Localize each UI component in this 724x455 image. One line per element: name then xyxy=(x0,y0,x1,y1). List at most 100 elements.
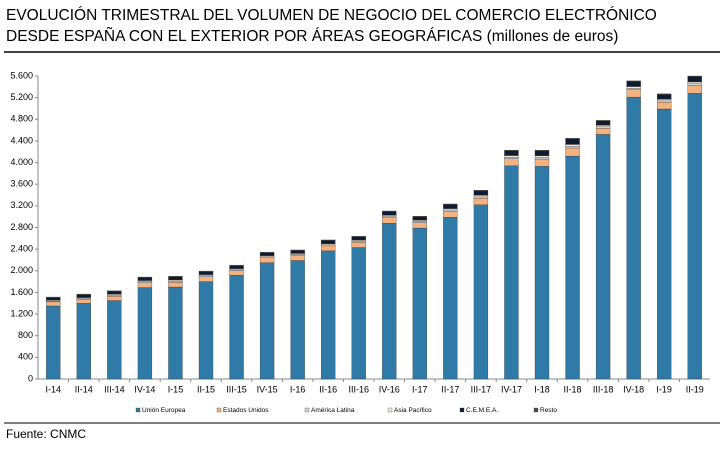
x-tick-label: III-18 xyxy=(593,384,614,394)
bar-segment xyxy=(321,244,336,247)
x-tick-label: III-16 xyxy=(348,384,369,394)
y-tick-label: 400 xyxy=(18,352,33,362)
x-tick-label: I-15 xyxy=(168,384,184,394)
bar-segment xyxy=(321,250,336,380)
x-tick-label: II-17 xyxy=(441,384,459,394)
bar-segment xyxy=(657,102,672,110)
bar-segment xyxy=(504,158,519,166)
bar-segment xyxy=(412,215,427,217)
bar-segment xyxy=(473,196,489,199)
bar-segment xyxy=(229,268,244,270)
x-tick-label: I-19 xyxy=(656,384,672,394)
bar-segment xyxy=(259,262,275,380)
bar-segment xyxy=(565,138,580,139)
bar-segment xyxy=(687,93,702,380)
bar-segment xyxy=(290,250,305,254)
bar-segment xyxy=(198,274,214,276)
bar-segment xyxy=(351,240,366,242)
bar-segment xyxy=(443,204,458,209)
bar-segment xyxy=(76,293,91,295)
bar-segment xyxy=(443,203,458,205)
bar-segment xyxy=(534,166,550,380)
x-tick-label: IV-16 xyxy=(379,384,400,394)
bar-segment xyxy=(595,125,611,128)
y-tick-label: 4.400 xyxy=(10,135,33,145)
bar-segment xyxy=(657,100,672,103)
bar-segment xyxy=(687,85,702,94)
bar-segment xyxy=(137,280,153,282)
y-tick-label: 2.400 xyxy=(10,244,33,254)
bar-segment xyxy=(443,209,458,212)
bar-segment xyxy=(687,83,702,86)
y-tick-label: 4.000 xyxy=(10,157,33,167)
bar-segment xyxy=(504,150,519,156)
y-tick-label: 1.200 xyxy=(10,308,33,318)
y-tick-label: 1.600 xyxy=(10,287,33,297)
bar-segment xyxy=(198,275,214,277)
bar-segment xyxy=(351,236,366,237)
bar-segment xyxy=(351,236,366,241)
x-tick-label: IV-14 xyxy=(134,384,155,394)
bar-segment xyxy=(504,165,519,380)
bar-segment xyxy=(473,204,489,380)
x-tick-label: III-15 xyxy=(226,384,247,394)
chart-title: EVOLUCIÓN TRIMESTRAL DEL VOLUMEN DE NEGO… xyxy=(6,7,657,24)
bar-segment xyxy=(565,147,580,157)
bar-segment xyxy=(107,290,122,292)
y-tick-label: 4.800 xyxy=(10,114,33,124)
bar-segment xyxy=(198,271,214,275)
legend-swatch xyxy=(533,407,539,413)
bar-segment xyxy=(657,94,672,100)
legend-swatch xyxy=(216,407,222,413)
bar-segment xyxy=(321,240,336,244)
legend-label: Resto xyxy=(540,407,557,414)
bar-segment xyxy=(382,216,397,218)
bar-segment xyxy=(168,279,183,282)
bar-segment xyxy=(321,239,336,241)
bar-segment xyxy=(46,296,61,298)
bar-segment xyxy=(259,257,275,263)
x-tick-label: II-14 xyxy=(75,384,93,394)
bar-segment xyxy=(412,227,427,380)
legend-label: Unión Europea xyxy=(142,407,186,414)
bar-segment xyxy=(137,282,153,288)
bar-segment xyxy=(259,256,275,258)
bar-segment xyxy=(626,86,641,89)
bar-segment xyxy=(473,195,489,198)
x-tick-label: III-17 xyxy=(471,384,492,394)
legend-swatch xyxy=(387,407,393,413)
bar-segment xyxy=(137,281,153,283)
bar-segment xyxy=(534,150,550,156)
bar-segment xyxy=(534,155,550,158)
bar-segment xyxy=(321,243,336,245)
bar-segment xyxy=(107,300,122,380)
bar-segment xyxy=(168,286,183,380)
chart-subtitle: DESDE ESPAÑA CON EL EXTERIOR POR ÁREAS G… xyxy=(6,28,618,45)
y-tick-label: 2.800 xyxy=(10,222,33,232)
y-tick-label: 3.600 xyxy=(10,179,33,189)
bar-segment xyxy=(168,276,183,281)
y-tick-label: 3.200 xyxy=(10,200,33,210)
y-tick-label: 5.200 xyxy=(10,92,33,102)
x-tick-label: IV-17 xyxy=(501,384,522,394)
bar-segment xyxy=(687,75,702,77)
bar-segment xyxy=(504,149,519,151)
x-tick-label: II-15 xyxy=(197,384,215,394)
bar-segment xyxy=(412,216,427,221)
bar-segment xyxy=(565,146,580,149)
bar-segment xyxy=(595,128,611,135)
bar-segment xyxy=(504,157,519,159)
legend-swatch xyxy=(135,407,141,413)
legend-swatch xyxy=(304,407,310,413)
bar-segment xyxy=(229,264,244,266)
bar-segment xyxy=(76,294,91,298)
bar-segment xyxy=(290,255,305,261)
x-tick-label: II-19 xyxy=(686,384,704,394)
y-tick-label: 2.000 xyxy=(10,265,33,275)
bar-segment xyxy=(198,270,214,272)
bar-segment xyxy=(137,276,153,278)
bar-segment xyxy=(321,245,336,251)
bar-segment xyxy=(565,138,580,145)
x-tick-label: I-16 xyxy=(290,384,306,394)
